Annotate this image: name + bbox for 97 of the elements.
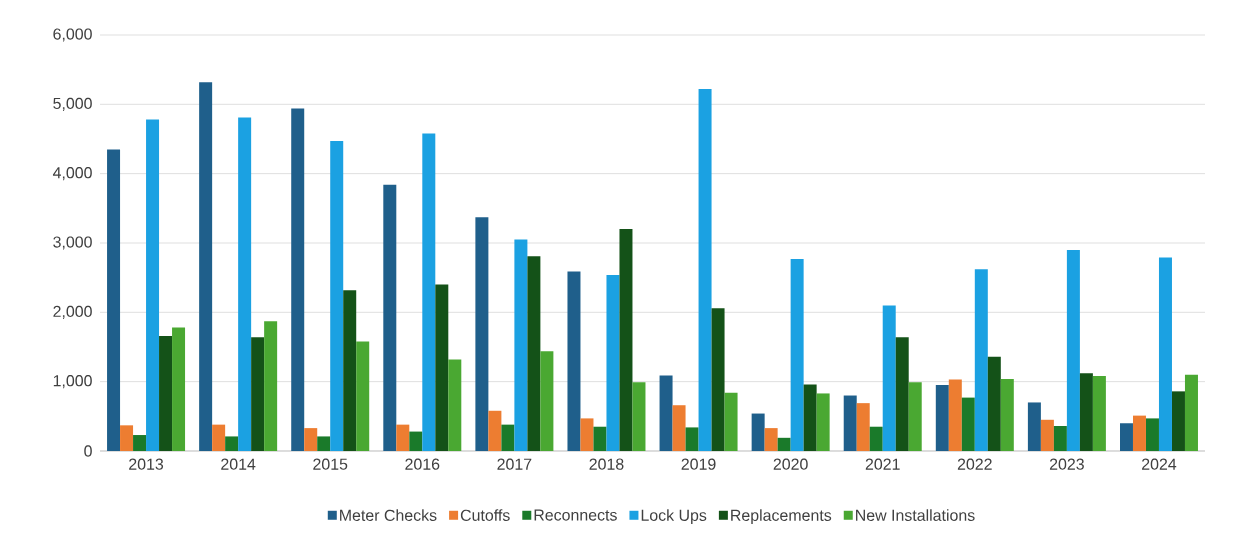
bar <box>120 425 134 451</box>
bar <box>895 337 909 451</box>
bar <box>961 397 975 451</box>
bar <box>1158 257 1172 451</box>
bar <box>1119 423 1133 451</box>
bar <box>422 133 436 451</box>
bar <box>1184 374 1198 451</box>
bar <box>843 395 857 451</box>
bar <box>803 384 817 451</box>
legend-label: Reconnects <box>534 509 617 521</box>
bar <box>146 119 160 451</box>
y-tick-label: 3,000 <box>53 236 92 250</box>
bar <box>107 149 121 451</box>
bar <box>212 424 226 451</box>
bar <box>540 351 554 451</box>
x-tick-label: 2017 <box>497 458 532 470</box>
legend-label: Cutoffs <box>460 509 510 521</box>
bar <box>435 284 449 451</box>
legend-label: Replacements <box>731 509 832 525</box>
bar <box>1000 378 1014 451</box>
bar <box>330 141 344 451</box>
x-tick-label: 2018 <box>589 458 624 470</box>
y-tick-label: 6,000 <box>53 28 92 42</box>
bar <box>685 427 699 451</box>
bar <box>948 379 962 451</box>
bar <box>593 426 607 451</box>
bar <box>448 359 462 451</box>
bar <box>908 382 922 451</box>
legend-label: Meter Checks <box>340 509 437 521</box>
x-tick-label: 2016 <box>405 458 440 470</box>
bar <box>974 269 988 451</box>
bar <box>475 217 489 451</box>
bar <box>1066 249 1080 451</box>
bar <box>1040 419 1054 451</box>
bar <box>606 274 620 451</box>
bar <box>632 382 646 451</box>
bar <box>1145 418 1159 451</box>
y-tick-label: 0 <box>84 445 92 457</box>
x-tick-label: 2015 <box>313 458 348 470</box>
bar <box>882 305 896 451</box>
bar <box>987 356 1001 451</box>
bar <box>659 375 673 451</box>
bar <box>1132 415 1146 451</box>
bar <box>816 393 830 451</box>
bar <box>1092 376 1106 451</box>
x-tick-label: 2013 <box>129 458 164 470</box>
x-tick-label: 2024 <box>1142 458 1177 470</box>
bar <box>777 437 791 451</box>
bar <box>133 435 147 451</box>
bar <box>751 413 765 451</box>
bar <box>869 426 883 451</box>
bar <box>724 392 738 451</box>
bar <box>567 271 581 451</box>
bar <box>527 256 541 451</box>
bar <box>1053 426 1067 451</box>
bar <box>501 424 515 451</box>
y-tick-label: 2,000 <box>53 305 92 319</box>
x-tick-label: 2023 <box>1049 458 1084 470</box>
bar <box>672 405 686 451</box>
bar <box>935 385 949 451</box>
y-tick-label: 1,000 <box>53 375 92 389</box>
bar <box>856 403 870 451</box>
bar <box>199 82 213 451</box>
bar <box>790 258 804 451</box>
bar <box>619 229 633 451</box>
x-tick-label: 2019 <box>681 458 716 470</box>
bar <box>172 327 186 451</box>
bar <box>343 290 357 451</box>
bar <box>383 184 397 451</box>
bar <box>264 321 278 451</box>
x-tick-label: 2020 <box>773 458 808 470</box>
bar <box>159 335 173 451</box>
y-tick-label: 4,000 <box>52 167 92 181</box>
x-tick-label: 2021 <box>865 458 900 470</box>
bar <box>409 431 423 451</box>
bar <box>1171 391 1185 451</box>
bar <box>396 424 410 451</box>
legend-label: Lock Ups <box>641 509 707 525</box>
bar <box>1027 402 1041 451</box>
bar <box>698 89 712 451</box>
bar <box>251 337 265 451</box>
bar <box>1079 373 1093 451</box>
bar <box>711 308 725 451</box>
bar <box>317 436 331 451</box>
bar <box>225 436 239 451</box>
bar <box>514 239 528 451</box>
bar <box>764 428 778 451</box>
bar <box>488 410 502 451</box>
bar <box>304 428 318 451</box>
legend-label: New Installations <box>856 509 975 521</box>
bar <box>238 117 252 451</box>
x-tick-label: 2022 <box>957 458 992 470</box>
bar <box>580 418 594 451</box>
y-tick-label: 5,000 <box>53 97 92 111</box>
bar <box>291 108 305 451</box>
bar <box>356 341 370 451</box>
x-tick-label: 2014 <box>221 458 256 470</box>
